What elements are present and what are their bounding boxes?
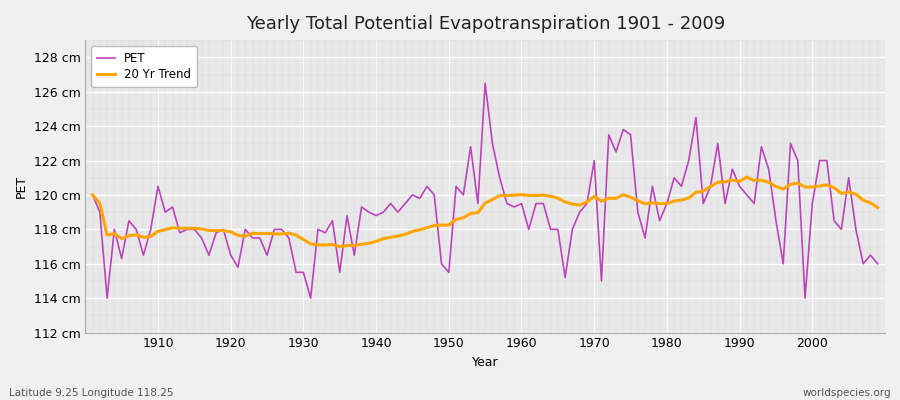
PET [872, 261, 883, 266]
20 Yr Trend [516, 192, 526, 197]
Title: Yearly Total Potential Evapotranspiration 1901 - 2009: Yearly Total Potential Evapotranspiratio… [246, 15, 724, 33]
Text: Latitude 9.25 Longitude 118.25: Latitude 9.25 Longitude 118.25 [9, 388, 174, 398]
Text: worldspecies.org: worldspecies.org [803, 388, 891, 398]
PET [87, 192, 98, 197]
PET [531, 201, 542, 206]
PET [356, 204, 367, 209]
Legend: PET, 20 Yr Trend: PET, 20 Yr Trend [91, 46, 197, 87]
Line: 20 Yr Trend: 20 Yr Trend [93, 177, 878, 247]
X-axis label: Year: Year [472, 356, 499, 369]
PET [102, 296, 112, 300]
20 Yr Trend [305, 242, 316, 246]
20 Yr Trend [610, 196, 621, 201]
20 Yr Trend [356, 242, 367, 247]
20 Yr Trend [524, 193, 535, 198]
20 Yr Trend [145, 234, 156, 239]
20 Yr Trend [742, 175, 752, 180]
20 Yr Trend [334, 244, 345, 249]
PET [618, 127, 629, 132]
Line: PET: PET [93, 83, 878, 298]
Y-axis label: PET: PET [15, 175, 28, 198]
PET [524, 227, 535, 232]
PET [312, 227, 323, 232]
PET [153, 184, 164, 189]
PET [480, 81, 491, 86]
20 Yr Trend [872, 205, 883, 210]
20 Yr Trend [87, 192, 98, 197]
